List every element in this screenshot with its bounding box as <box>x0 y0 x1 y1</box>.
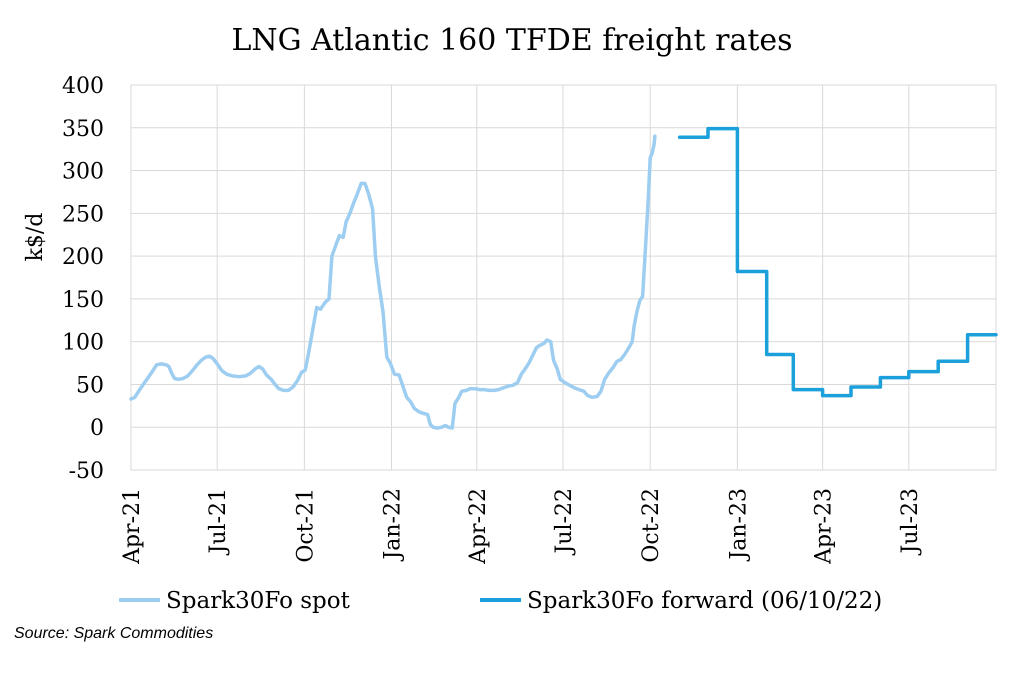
y-tick-label: 400 <box>62 74 104 99</box>
series-line-0 <box>129 134 657 430</box>
y-axis-label: k$/d <box>23 213 48 262</box>
x-tick-label: Apr-23 <box>812 488 837 565</box>
x-tick-label: Apr-21 <box>120 488 145 565</box>
x-tick-label: Oct-22 <box>639 488 664 563</box>
x-tick-label: Jan-23 <box>726 488 751 562</box>
chart-title: LNG Atlantic 160 TFDE freight rates <box>231 23 792 58</box>
y-tick-label: -50 <box>69 459 104 484</box>
legend-label-forward: Spark30Fo forward (06/10/22) <box>527 588 882 614</box>
legend: Spark30Fo spot Spark30Fo forward (06/10/… <box>119 588 882 614</box>
series-line-1 <box>677 126 998 398</box>
y-tick-label: 150 <box>62 288 104 313</box>
x-tick-label: Apr-22 <box>466 488 491 565</box>
x-tick-label: Oct-21 <box>293 488 318 563</box>
legend-label-spot: Spark30Fo spot <box>166 588 351 614</box>
x-tick-label: Jul-23 <box>898 488 923 555</box>
series-lines <box>129 126 998 430</box>
gridlines <box>130 84 997 471</box>
x-axis-ticks: Apr-21 Jul-21 Oct-21 Jan-22 Apr-22 Jul-22 Oct-… <box>120 488 923 565</box>
y-tick-label: 250 <box>62 202 104 227</box>
y-tick-label: 50 <box>76 373 104 398</box>
y-tick-label: 300 <box>62 160 104 185</box>
y-tick-label: 200 <box>62 245 104 270</box>
x-tick-label: Jul-22 <box>552 488 577 555</box>
y-tick-label: 0 <box>90 416 104 441</box>
x-tick-label: Jul-21 <box>206 488 231 555</box>
y-axis-ticks: -50 0 50 100 150 200 250 300 350 400 <box>62 74 104 484</box>
y-tick-label: 100 <box>62 331 104 356</box>
y-tick-label: 350 <box>62 117 104 142</box>
x-tick-label: Jan-22 <box>381 488 406 562</box>
source-note: Source: Spark Commodities <box>14 625 214 642</box>
